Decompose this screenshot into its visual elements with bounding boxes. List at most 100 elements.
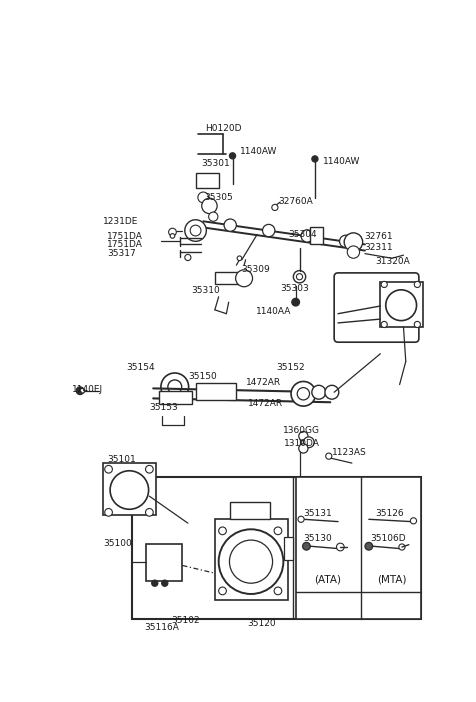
Text: 1140EJ: 1140EJ (72, 385, 103, 395)
Bar (145, 544, 182, 581)
Circle shape (398, 544, 404, 550)
Text: 35152: 35152 (276, 363, 305, 372)
Circle shape (201, 198, 217, 213)
Text: 35304: 35304 (288, 230, 316, 239)
Text: 32760A: 32760A (278, 197, 312, 206)
Bar (214, 519, 288, 600)
Text: 35102: 35102 (170, 616, 199, 625)
Circle shape (302, 543, 310, 550)
Text: 1360GG: 1360GG (282, 426, 319, 435)
Circle shape (300, 230, 313, 242)
Circle shape (413, 282, 419, 288)
Bar (214, 272, 244, 284)
Text: 35305: 35305 (204, 193, 232, 202)
Text: 31320A: 31320A (374, 257, 409, 266)
Circle shape (297, 388, 309, 400)
Circle shape (380, 282, 387, 288)
Circle shape (105, 508, 112, 516)
Text: 35120: 35120 (247, 618, 275, 628)
Text: 1310DA: 1310DA (284, 439, 319, 449)
Circle shape (291, 298, 299, 306)
Circle shape (76, 387, 84, 395)
Circle shape (274, 587, 281, 595)
Text: 1140AW: 1140AW (322, 157, 359, 166)
Circle shape (347, 246, 359, 258)
Text: 32311: 32311 (364, 243, 392, 252)
Text: 35310: 35310 (191, 286, 220, 295)
Bar (284, 537, 293, 560)
Bar (131, 477, 420, 619)
Bar (295, 477, 420, 619)
Bar (159, 392, 191, 404)
Circle shape (385, 290, 416, 321)
Text: 35317: 35317 (107, 249, 136, 258)
Circle shape (160, 373, 188, 401)
Circle shape (298, 444, 307, 453)
Text: 35130: 35130 (303, 534, 331, 543)
Circle shape (298, 432, 307, 441)
Circle shape (145, 465, 153, 473)
Circle shape (184, 220, 206, 241)
Text: 35101: 35101 (107, 455, 136, 464)
Bar (195, 173, 218, 188)
Text: 35116A: 35116A (144, 623, 178, 633)
Circle shape (413, 322, 419, 328)
Circle shape (325, 453, 331, 459)
Circle shape (218, 587, 226, 595)
Text: 35309: 35309 (241, 265, 270, 274)
Circle shape (161, 580, 168, 586)
Bar (379, 282, 422, 327)
Text: 1751DA: 1751DA (107, 232, 143, 241)
Circle shape (303, 437, 314, 448)
Circle shape (190, 225, 200, 236)
Text: 35131: 35131 (303, 509, 331, 517)
Circle shape (168, 380, 181, 394)
Text: 1231DE: 1231DE (103, 217, 138, 226)
Circle shape (208, 212, 218, 221)
Bar (309, 227, 323, 244)
Text: 1140AA: 1140AA (255, 307, 290, 316)
Circle shape (364, 543, 372, 550)
FancyBboxPatch shape (334, 273, 418, 342)
Text: 35106D: 35106D (369, 534, 405, 543)
Circle shape (344, 233, 362, 251)
Text: 35154: 35154 (126, 363, 155, 372)
Text: 35153: 35153 (149, 403, 178, 412)
Circle shape (271, 204, 278, 211)
Circle shape (224, 219, 236, 232)
Circle shape (311, 156, 317, 162)
Text: 35301: 35301 (200, 159, 229, 168)
Circle shape (229, 540, 272, 583)
Circle shape (409, 518, 416, 524)
Circle shape (380, 322, 387, 328)
Circle shape (184, 254, 190, 260)
Circle shape (170, 234, 174, 238)
Circle shape (145, 508, 153, 516)
Circle shape (235, 270, 252, 286)
Text: 35100: 35100 (103, 539, 132, 548)
Circle shape (110, 471, 149, 509)
Circle shape (339, 235, 351, 248)
Circle shape (237, 256, 241, 260)
Circle shape (296, 274, 302, 280)
Text: 35150: 35150 (188, 372, 216, 381)
Circle shape (151, 580, 158, 586)
Text: H0120D: H0120D (205, 124, 241, 133)
Circle shape (274, 527, 281, 535)
Text: 1472AR: 1472AR (248, 399, 282, 409)
Circle shape (293, 270, 305, 283)
Text: 1751DA: 1751DA (107, 240, 143, 249)
Circle shape (218, 527, 226, 535)
Circle shape (324, 385, 338, 399)
Circle shape (298, 516, 304, 522)
Text: 1472AR: 1472AR (245, 378, 280, 387)
Bar (103, 463, 155, 515)
Text: 35303: 35303 (280, 284, 308, 293)
Circle shape (105, 465, 112, 473)
Circle shape (311, 385, 325, 399)
Circle shape (290, 381, 315, 406)
Text: 1140AW: 1140AW (239, 147, 276, 156)
Circle shape (198, 192, 208, 203)
Text: 32761: 32761 (364, 232, 392, 241)
Bar (195, 383, 235, 400)
